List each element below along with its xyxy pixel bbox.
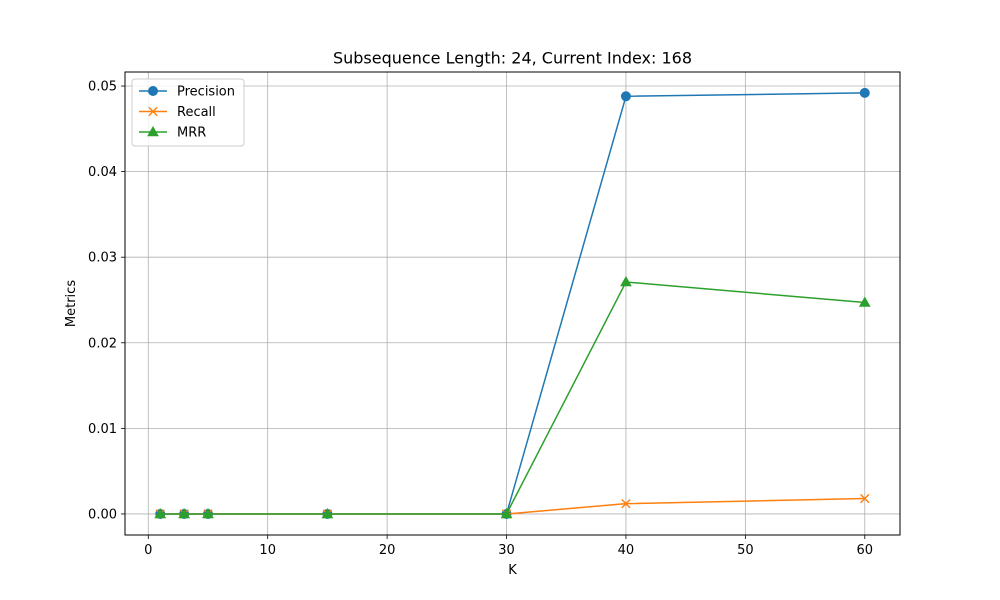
plot-frame [124, 71, 901, 536]
y-tick-label: 0.05 [88, 80, 117, 95]
y-tick-label: 0.03 [88, 251, 117, 266]
y-tick-label: 0.00 [88, 507, 117, 522]
x-tick-label: 40 [618, 543, 635, 558]
legend-label: Precision [177, 85, 235, 100]
mrr-point [858, 296, 871, 307]
x-tick-label: 60 [856, 543, 873, 558]
mrr-point [178, 507, 190, 519]
legend-label: MRR [177, 126, 206, 141]
y-axis-label: Metrics [64, 280, 79, 327]
series-layer [154, 87, 871, 519]
mrr-point [154, 507, 167, 519]
legend-item-recall: Recall [139, 105, 216, 120]
x-tick-label: 0 [144, 543, 152, 558]
chart-title: Subsequence Length: 24, Current Index: 1… [333, 49, 692, 68]
series-mrr [154, 276, 871, 519]
mrr-point [620, 276, 632, 287]
legend-item-precision: Precision [139, 85, 235, 100]
legend-recall-marker [148, 106, 158, 117]
mrr-point [500, 507, 513, 519]
mrr-point [321, 507, 334, 519]
axis-ticks: 0 10 20 30 40 50 60 0.00 0.01 0.02 0.03 0.04 0.05 [88, 80, 873, 558]
y-tick-label: 0.01 [88, 422, 117, 437]
recall-point [621, 498, 631, 509]
y-tick-label: 0.04 [88, 165, 117, 180]
precision-point [859, 87, 870, 98]
legend-mrr-marker [147, 125, 159, 137]
legend: Precision Recall MRR [131, 78, 245, 147]
legend-precision-marker [148, 86, 158, 96]
legend-label: Recall [177, 105, 216, 120]
x-axis-label: K [508, 563, 517, 578]
legend-item-mrr: MRR [139, 126, 206, 141]
x-tick-label: 20 [379, 543, 396, 558]
x-tick-label: 30 [498, 543, 515, 558]
precision-point [620, 91, 631, 102]
x-tick-label: 50 [737, 543, 754, 558]
legend-box [131, 78, 245, 147]
mrr-point [202, 507, 214, 519]
y-tick-label: 0.02 [88, 336, 117, 351]
x-tick-label: 10 [259, 543, 276, 558]
recall-point [860, 493, 870, 504]
